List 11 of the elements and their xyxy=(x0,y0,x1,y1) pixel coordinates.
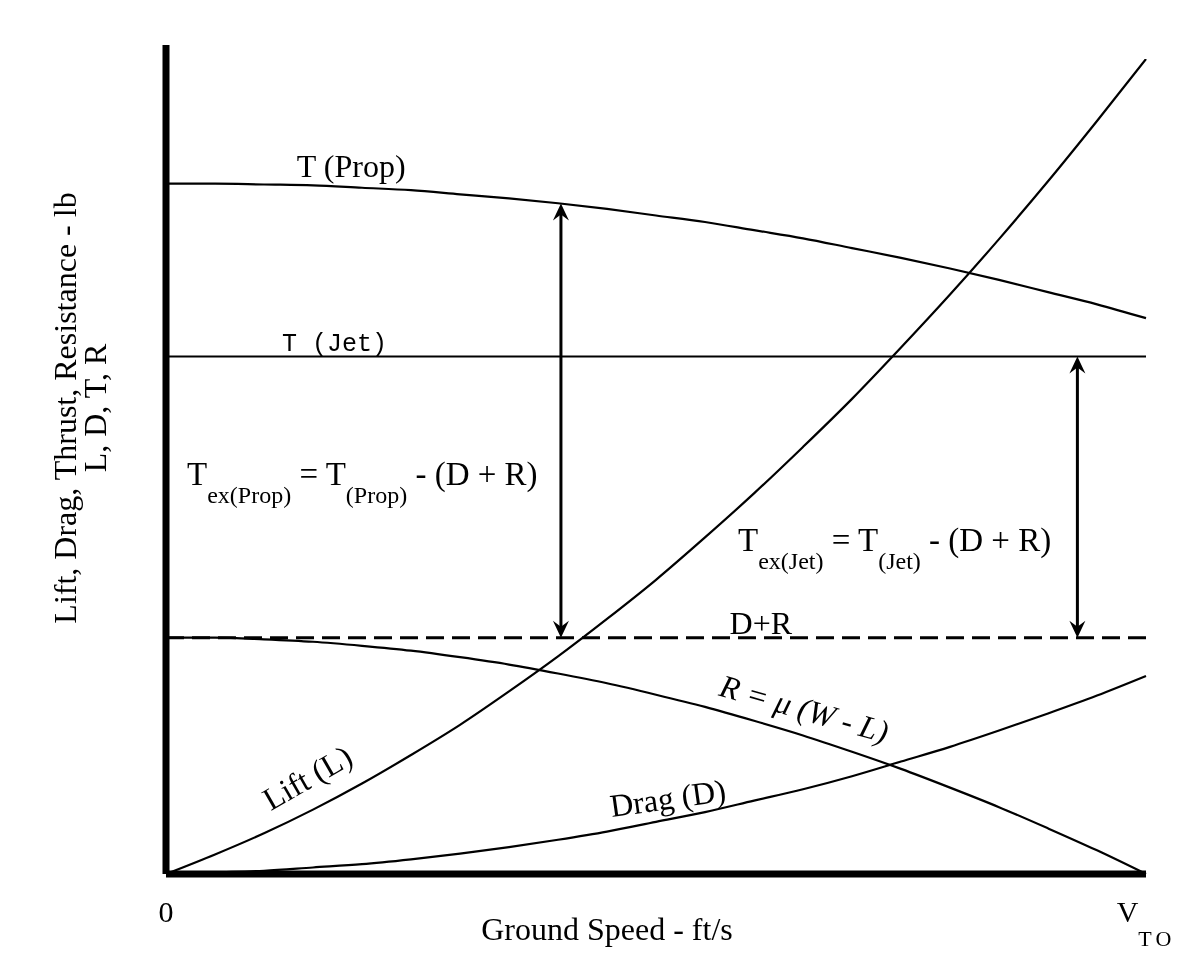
x-tick-label: 0 xyxy=(158,895,174,928)
text: Drag (D) xyxy=(607,772,728,825)
annotation: T$_{ex(Prop)}$ = T$_{(Prop)}$ - (D + R) xyxy=(187,456,538,508)
series-label: D+R xyxy=(729,604,793,641)
annotation: T$_{ex(Jet)}$ = T$_{(Jet)}$ - (D + R) xyxy=(738,522,1052,574)
text: R = μ (W - L) xyxy=(714,667,893,750)
series-label: T (Jet) xyxy=(282,330,388,360)
x-axis-title: Ground Speed - ft/s xyxy=(481,911,733,947)
text: Lift (L) xyxy=(256,737,359,818)
y-axis-title: Lift, Drag, Thrust, Resistance - lb L, D, T, R xyxy=(47,192,113,624)
series-label: T (Prop) xyxy=(296,148,406,185)
